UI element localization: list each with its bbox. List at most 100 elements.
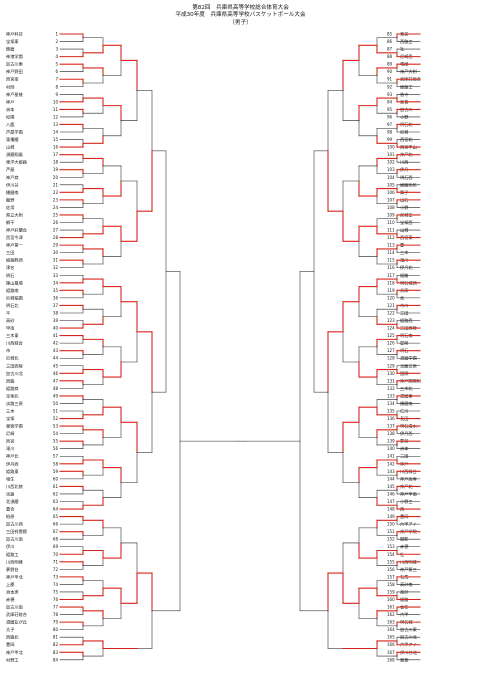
team-number: 93: [387, 92, 393, 97]
team-number: 157: [387, 574, 395, 579]
team-name: 明石: [6, 273, 14, 279]
team-number: 2: [55, 39, 58, 44]
team-number: 66: [53, 522, 59, 527]
team-number: 36: [53, 295, 59, 300]
team-number: 76: [53, 597, 59, 602]
team-name: 伊丹西: [6, 460, 19, 467]
team-number: 14: [53, 130, 59, 135]
team-number: 64: [53, 507, 59, 512]
team-number: 145: [387, 484, 395, 489]
team-name: 西脇: [6, 378, 14, 384]
team-name: 姫路工: [6, 551, 19, 558]
team-name: 姫路東: [6, 468, 19, 475]
team-number: 139: [387, 439, 395, 444]
team-name: 市: [6, 347, 10, 354]
team-number: 86: [387, 39, 393, 44]
team-name: 葺合: [6, 506, 15, 513]
team-name: 播磨南: [6, 189, 19, 196]
tournament-title: 第82回 兵庫県高等学校総合体育大会: [192, 5, 289, 11]
team-name: 加古川西: [6, 521, 23, 528]
team-name: 八鹿: [6, 121, 14, 128]
team-number: 141: [387, 454, 395, 459]
team-number: 114: [387, 250, 395, 255]
team-number: 130: [387, 371, 395, 376]
team-number: 120: [387, 295, 395, 300]
team-number: 25: [53, 212, 59, 217]
team-name: 神戸第一: [6, 242, 23, 249]
team-name: 東洋大姫路: [6, 159, 28, 166]
team-number: 9: [55, 92, 58, 97]
team-number: 95: [387, 107, 393, 112]
team-number: 33: [53, 273, 59, 278]
team-number: 126: [387, 341, 395, 346]
team-number: 159: [387, 589, 395, 594]
team-number: 79: [53, 620, 59, 625]
team-number: 67: [53, 529, 59, 534]
team-number: 100: [387, 145, 395, 150]
team-number: 50: [53, 401, 59, 406]
team-name: 西脇北: [6, 634, 19, 641]
team-number: 21: [53, 182, 59, 187]
team-number: 112: [387, 235, 395, 240]
team-number: 94: [387, 99, 393, 104]
team-name: 西宮南: [6, 76, 19, 83]
team-number: 70: [53, 552, 59, 557]
team-number: 78: [53, 612, 59, 617]
team-number: 81: [53, 635, 59, 640]
team-name: 村野工: [6, 656, 19, 663]
team-name: 神戸野田: [6, 68, 23, 75]
team-name: 淡路三原: [6, 400, 23, 407]
team-number: 48: [53, 386, 59, 391]
team-number: 30: [53, 250, 59, 255]
team-number: 11: [53, 107, 59, 112]
team-name: 赤穂: [6, 596, 15, 603]
team-number: 27: [53, 228, 59, 233]
team-number: 19: [53, 167, 59, 172]
team-number: 161: [387, 605, 395, 610]
team-number: 135: [387, 409, 395, 414]
team-number: 12: [53, 114, 59, 119]
team-number: 17: [53, 152, 59, 157]
team-number: 106: [387, 190, 395, 195]
team-number: 15: [53, 137, 59, 142]
team-number: 98: [387, 130, 393, 135]
team-number: 122: [387, 310, 395, 315]
team-number: 31: [53, 258, 59, 263]
team-number: 131: [387, 378, 395, 383]
team-number: 110: [387, 220, 395, 225]
team-number: 125: [387, 333, 395, 338]
team-number: 73: [53, 574, 59, 579]
team-name: 甲南: [6, 325, 14, 332]
team-number: 144: [387, 476, 395, 481]
team-name: 三田西陵: [6, 362, 24, 369]
team-number: 47: [53, 378, 59, 383]
team-number: 16: [53, 145, 59, 150]
team-name: 柏原: [6, 513, 14, 520]
team-number: 80: [53, 627, 59, 632]
team-number: 28: [53, 235, 59, 240]
team-name: 北須磨: [6, 498, 19, 505]
team-name: 川西明峰: [6, 558, 24, 565]
team-number: 142: [387, 461, 395, 466]
team-number: 52: [53, 416, 59, 421]
team-number: 152: [387, 537, 395, 542]
team-number: 101: [387, 152, 395, 157]
team-number: 84: [53, 657, 59, 662]
team-name: 報徳学園: [6, 423, 23, 430]
team-name: 上郡: [6, 581, 14, 588]
team-name: 山崎: [6, 144, 15, 151]
team-number: 91: [387, 77, 393, 82]
team-name: 宝塚北: [6, 392, 19, 399]
team-name: 川西: [400, 160, 408, 166]
team-name: 神戸商: [6, 174, 19, 181]
team-name: 平: [6, 310, 10, 316]
team-number: 13: [53, 122, 59, 127]
team-name: 夢野台: [6, 566, 19, 573]
team-number: 83: [53, 650, 59, 655]
team-number: 75: [53, 589, 59, 594]
team-number: 146: [387, 491, 395, 496]
team-number: 32: [53, 265, 59, 270]
team-name: 洲本: [6, 106, 15, 113]
team-number: 37: [53, 303, 59, 308]
